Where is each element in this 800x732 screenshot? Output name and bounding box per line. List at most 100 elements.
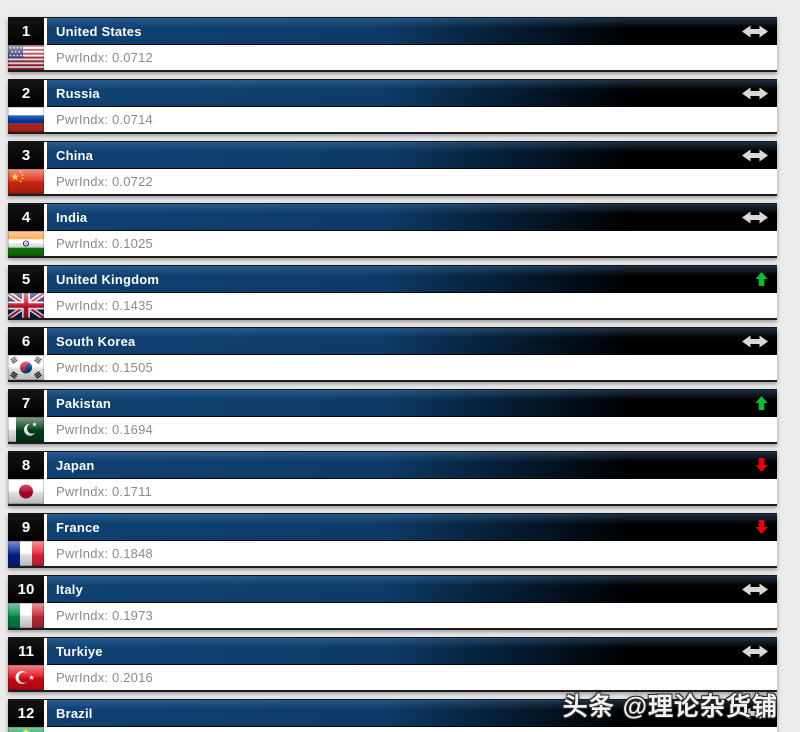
- rank-number: 4: [8, 204, 44, 231]
- row-body: PwrIndx: 0.0714: [47, 107, 777, 132]
- country-row[interactable]: 2 Russia PwrIndx: 0.0714: [8, 79, 777, 134]
- rank-number: 10: [8, 576, 44, 603]
- rank-down-arrow-icon: [742, 520, 768, 534]
- rank-column: 11: [8, 638, 44, 690]
- row-main: Turkiye PwrIndx: 0.2016: [47, 638, 777, 690]
- pwrindx-value: PwrIndx: 0.1694: [56, 422, 153, 437]
- no-change-arrow-icon: [742, 25, 768, 38]
- country-header-bar: France: [47, 514, 777, 541]
- country-row[interactable]: 8 Japan PwrIndx: 0.1711: [8, 451, 777, 506]
- row-main: Italy PwrIndx: 0.1973: [47, 576, 777, 628]
- row-main: India PwrIndx: 0.1025: [47, 204, 777, 256]
- country-header-bar: Brazil: [47, 700, 777, 727]
- country-name: Italy: [56, 581, 84, 597]
- country-row[interactable]: 6 South Korea PwrIndx: 0.1505: [8, 327, 777, 382]
- country-row[interactable]: 12 Brazil: [8, 699, 777, 732]
- no-change-arrow-icon: [742, 707, 768, 720]
- country-row[interactable]: 7 Pakistan PwrIndx: 0.1694: [8, 389, 777, 444]
- row-main: Brazil: [47, 700, 777, 732]
- row-main: Japan PwrIndx: 0.1711: [47, 452, 777, 504]
- flag-it-icon: [8, 603, 44, 628]
- row-main: United States PwrIndx: 0.0712: [47, 18, 777, 70]
- pwrindx-value: PwrIndx: 0.0722: [56, 174, 153, 189]
- flag-ru-icon: [8, 107, 44, 132]
- row-body: PwrIndx: 0.2016: [47, 665, 777, 690]
- rank-number: 6: [8, 328, 44, 355]
- country-header-bar: United States: [47, 18, 777, 45]
- row-body: PwrIndx: 0.1973: [47, 603, 777, 628]
- country-header-bar: United Kingdom: [47, 266, 777, 293]
- country-name: China: [56, 147, 94, 163]
- country-row[interactable]: 1 United States PwrIndx: 0.0712: [8, 17, 777, 72]
- rank-number: 7: [8, 390, 44, 417]
- flag-gb-icon: [8, 293, 44, 318]
- country-header-bar: Pakistan: [47, 390, 777, 417]
- country-header-bar: India: [47, 204, 777, 231]
- country-name: Japan: [56, 457, 95, 473]
- row-main: United Kingdom PwrIndx: 0.1435: [47, 266, 777, 318]
- flag-br-icon: [8, 727, 44, 732]
- rank-number: 5: [8, 266, 44, 293]
- no-change-arrow-icon: [742, 211, 768, 224]
- rank-column: 9: [8, 514, 44, 566]
- country-row[interactable]: 4 India PwrIndx: 0.1025: [8, 203, 777, 258]
- rank-column: 8: [8, 452, 44, 504]
- no-change-arrow-icon: [742, 335, 768, 348]
- country-header-bar: South Korea: [47, 328, 777, 355]
- country-row[interactable]: 5 United Kingdom PwrIndx: 0.1435: [8, 265, 777, 320]
- country-header-bar: Italy: [47, 576, 777, 603]
- rank-number: 3: [8, 142, 44, 169]
- pwrindx-value: PwrIndx: 0.1973: [56, 608, 153, 623]
- country-row[interactable]: 9 France PwrIndx: 0.1848: [8, 513, 777, 568]
- country-name: United States: [56, 23, 142, 39]
- rank-number: 9: [8, 514, 44, 541]
- country-name: France: [56, 519, 100, 535]
- pwrindx-value: PwrIndx: 0.0712: [56, 50, 153, 65]
- country-name: Pakistan: [56, 395, 112, 411]
- country-header-bar: China: [47, 142, 777, 169]
- flag-kr-icon: [8, 355, 44, 380]
- row-body: PwrIndx: 0.1025: [47, 231, 777, 256]
- row-body: [47, 727, 777, 732]
- pwrindx-value: PwrIndx: 0.1505: [56, 360, 153, 375]
- rank-number: 12: [8, 700, 44, 727]
- ranking-list: 1 United States PwrIndx: 0.0712 2 Russia…: [8, 17, 777, 732]
- no-change-arrow-icon: [742, 645, 768, 658]
- no-change-arrow-icon: [742, 87, 768, 100]
- row-main: France PwrIndx: 0.1848: [47, 514, 777, 566]
- country-name: Russia: [56, 85, 100, 101]
- no-change-arrow-icon: [742, 583, 768, 596]
- flag-tr-icon: [8, 665, 44, 690]
- flag-us-icon: [8, 45, 44, 70]
- rank-column: 12: [8, 700, 44, 732]
- row-main: South Korea PwrIndx: 0.1505: [47, 328, 777, 380]
- rank-number: 11: [8, 638, 44, 665]
- country-name: India: [56, 209, 88, 225]
- row-body: PwrIndx: 0.1505: [47, 355, 777, 380]
- country-header-bar: Turkiye: [47, 638, 777, 665]
- pwrindx-value: PwrIndx: 0.1025: [56, 236, 153, 251]
- row-main: Russia PwrIndx: 0.0714: [47, 80, 777, 132]
- country-row[interactable]: 3 China PwrIndx: 0.0722: [8, 141, 777, 196]
- rank-down-arrow-icon: [742, 458, 768, 472]
- row-body: PwrIndx: 0.0722: [47, 169, 777, 194]
- rank-column: 3: [8, 142, 44, 194]
- row-body: PwrIndx: 0.1848: [47, 541, 777, 566]
- country-row[interactable]: 10 Italy PwrIndx: 0.1973: [8, 575, 777, 630]
- row-body: PwrIndx: 0.1694: [47, 417, 777, 442]
- flag-pk-icon: [8, 417, 44, 442]
- country-row[interactable]: 11 Turkiye PwrIndx: 0.2016: [8, 637, 777, 692]
- rank-column: 2: [8, 80, 44, 132]
- row-body: PwrIndx: 0.0712: [47, 45, 777, 70]
- flag-fr-icon: [8, 541, 44, 566]
- pwrindx-value: PwrIndx: 0.1848: [56, 546, 153, 561]
- row-body: PwrIndx: 0.1435: [47, 293, 777, 318]
- rank-up-arrow-icon: [742, 272, 768, 286]
- country-name: United Kingdom: [56, 271, 160, 287]
- pwrindx-value: PwrIndx: 0.0714: [56, 112, 153, 127]
- rank-column: 6: [8, 328, 44, 380]
- rank-column: 10: [8, 576, 44, 628]
- flag-in-icon: [8, 231, 44, 256]
- pwrindx-value: PwrIndx: 0.1711: [56, 484, 152, 499]
- rank-number: 8: [8, 452, 44, 479]
